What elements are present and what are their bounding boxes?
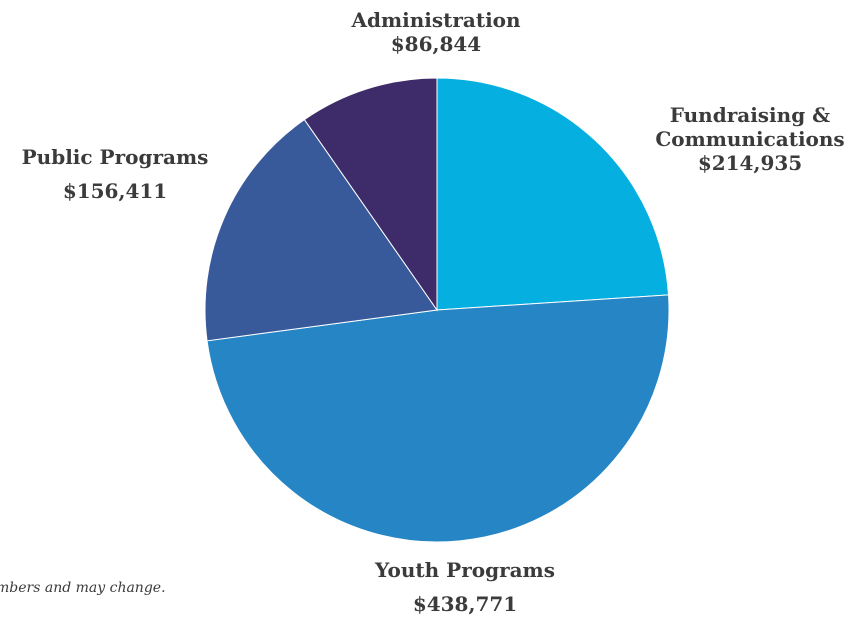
pie-slice-fundraising-communications: [436, 77, 670, 311]
label-administration-name: Administration: [351, 8, 521, 32]
footnote: mbers and may change.: [0, 580, 166, 596]
label-fundraising-value: $214,935: [697, 151, 803, 175]
label-administration: Administration $86,844: [336, 8, 536, 56]
label-administration-value: $86,844: [390, 32, 482, 56]
label-youth-programs: Youth Programs $438,771: [335, 553, 595, 621]
pie-slice-youth-programs: [206, 294, 670, 543]
label-youth-programs-name: Youth Programs: [375, 558, 555, 582]
label-public-programs-value: $156,411: [62, 179, 168, 203]
pie-slice-administration: [303, 77, 438, 312]
label-fundraising-line2: Communications: [655, 127, 845, 151]
pie-slice-public-programs: [204, 118, 438, 342]
label-fundraising-line1: Fundraising &: [669, 103, 831, 127]
label-public-programs-name: Public Programs: [21, 145, 209, 169]
label-public-programs: Public Programs $156,411: [0, 140, 230, 208]
label-youth-programs-value: $438,771: [412, 592, 518, 616]
label-fundraising-communications: Fundraising & Communications $214,935: [630, 103, 855, 175]
